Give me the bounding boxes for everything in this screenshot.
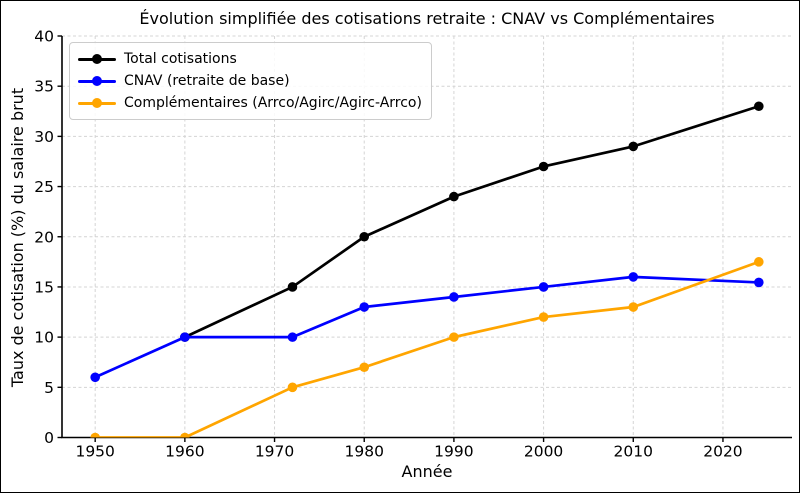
data-point: [538, 161, 549, 172]
y-tick-label: 40: [34, 28, 54, 46]
legend-line-marker-cnav: [78, 76, 116, 86]
data-point: [287, 282, 298, 292]
legend-label: CNAV (retraite de base): [124, 73, 290, 89]
legend-label: Total cotisations: [124, 51, 237, 67]
y-tick-label: 25: [34, 178, 54, 196]
y-tick-label: 20: [34, 228, 54, 246]
data-point: [538, 282, 549, 292]
data-point: [287, 382, 298, 393]
series-line-0: [183, 104, 761, 339]
data-point: [628, 272, 639, 282]
legend: Total cotisations CNAV (retraite de base…: [69, 42, 432, 120]
y-tick-label: 0: [44, 429, 54, 447]
series-line-2: [93, 260, 761, 438]
data-point: [90, 372, 100, 383]
y-tick-label: 35: [34, 78, 54, 96]
data-point: [449, 292, 459, 302]
x-tick-label: 2010: [614, 443, 653, 461]
data-point: [359, 302, 370, 312]
data-point: [449, 191, 459, 202]
x-tick-label: 1990: [434, 443, 473, 461]
y-tick-label: 30: [34, 128, 54, 146]
x-tick-label: 2020: [703, 443, 742, 461]
legend-item-cnav: CNAV (retraite de base): [78, 70, 422, 92]
data-point: [538, 312, 549, 322]
legend-item-complementaires: Complémentaires (Arrco/Agirc/Agirc-Arrco…: [78, 92, 422, 114]
data-point: [359, 362, 370, 373]
data-point: [449, 332, 459, 342]
data-series: [90, 101, 764, 438]
x-tick-label: 1950: [75, 443, 114, 461]
x-axis-label: Année: [401, 462, 453, 481]
series-line-1: [93, 275, 761, 379]
x-tick-label: 1960: [165, 443, 204, 461]
legend-line-marker-complementaires: [78, 98, 116, 108]
chart-title: Évolution simplifiée des cotisations ret…: [139, 9, 715, 28]
x-tick-label: 1980: [344, 443, 383, 461]
data-point: [180, 332, 190, 342]
legend-label: Complémentaires (Arrco/Agirc/Agirc-Arrco…: [124, 95, 422, 111]
data-point: [628, 141, 639, 152]
y-tick-label: 10: [34, 329, 54, 347]
data-point: [180, 432, 190, 438]
data-point: [754, 101, 764, 112]
data-point: [90, 432, 100, 438]
y-tick-label: 5: [44, 379, 54, 397]
y-axis-label: Taux de cotisation (%) du salaire brut: [8, 87, 27, 388]
y-tick-label: 15: [34, 278, 54, 296]
legend-line-marker-total: [78, 54, 116, 64]
data-point: [754, 257, 764, 267]
x-tick-label: 2000: [524, 443, 563, 461]
data-point: [754, 277, 764, 288]
data-point: [359, 231, 370, 242]
x-tick-label: 1970: [255, 443, 294, 461]
data-point: [287, 332, 298, 342]
data-point: [628, 302, 639, 312]
legend-item-total: Total cotisations: [78, 48, 422, 70]
